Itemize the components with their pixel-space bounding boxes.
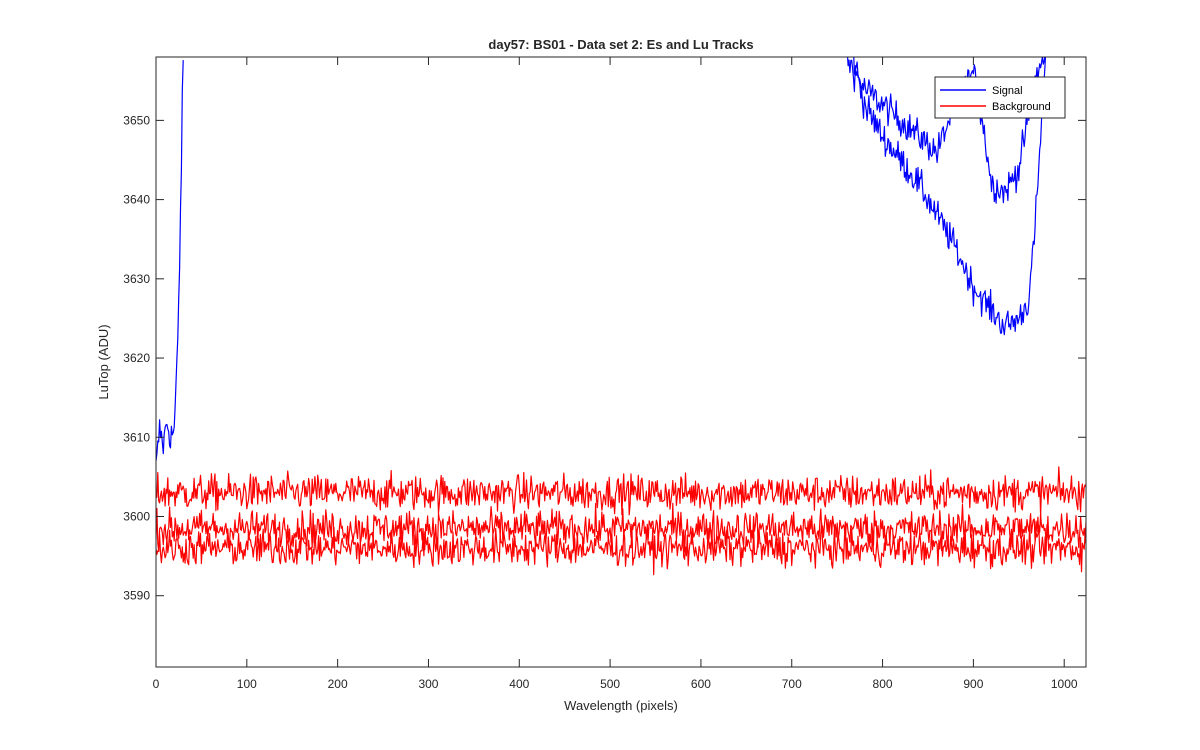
y-tick-label: 3610 bbox=[123, 430, 150, 444]
x-tick-label: 600 bbox=[691, 677, 711, 691]
y-tick-label: 3600 bbox=[123, 509, 150, 523]
y-tick-label: 3590 bbox=[123, 589, 150, 603]
x-tick-label: 300 bbox=[418, 677, 438, 691]
x-tick-label: 100 bbox=[237, 677, 257, 691]
y-tick-label: 3620 bbox=[123, 351, 150, 365]
x-axis-ticks: 0 100 200 300 400 500 600 700 800 900 1000 bbox=[153, 57, 1078, 691]
legend-box bbox=[934, 76, 1066, 119]
series-line-background-4 bbox=[156, 466, 1086, 517]
legend-label-signal: Signal bbox=[992, 85, 1023, 97]
x-tick-label: 500 bbox=[600, 677, 620, 691]
series-line-background-6 bbox=[156, 521, 1086, 576]
series-line-signal-2 bbox=[846, 57, 1046, 204]
x-tick-label: 800 bbox=[873, 677, 893, 691]
y-tick-label: 3650 bbox=[123, 113, 150, 127]
y-tick-label: 3630 bbox=[123, 272, 150, 286]
x-tick-label: 200 bbox=[328, 677, 348, 691]
axes-box bbox=[155, 56, 1087, 668]
series-line-signal-3 bbox=[853, 57, 1047, 336]
plot-area bbox=[156, 57, 1086, 667]
x-tick-label: 0 bbox=[153, 677, 160, 691]
y-axis-ticks: 3590 3600 3610 3620 3630 3640 3650 bbox=[123, 113, 1086, 603]
legend: Signal Background bbox=[934, 76, 1066, 119]
x-tick-label: 900 bbox=[963, 677, 983, 691]
x-tick-label: 1000 bbox=[1051, 677, 1078, 691]
x-tick-label: 400 bbox=[509, 677, 529, 691]
x-tick-label: 700 bbox=[782, 677, 802, 691]
x-axis-label: Wavelength (pixels) bbox=[564, 698, 678, 713]
y-axis-label: LuTop (ADU) bbox=[96, 324, 111, 399]
y-tick-label: 3640 bbox=[123, 193, 150, 207]
chart-title: day57: BS01 - Data set 2: Es and Lu Trac… bbox=[488, 37, 753, 52]
legend-label-background: Background bbox=[992, 101, 1051, 113]
